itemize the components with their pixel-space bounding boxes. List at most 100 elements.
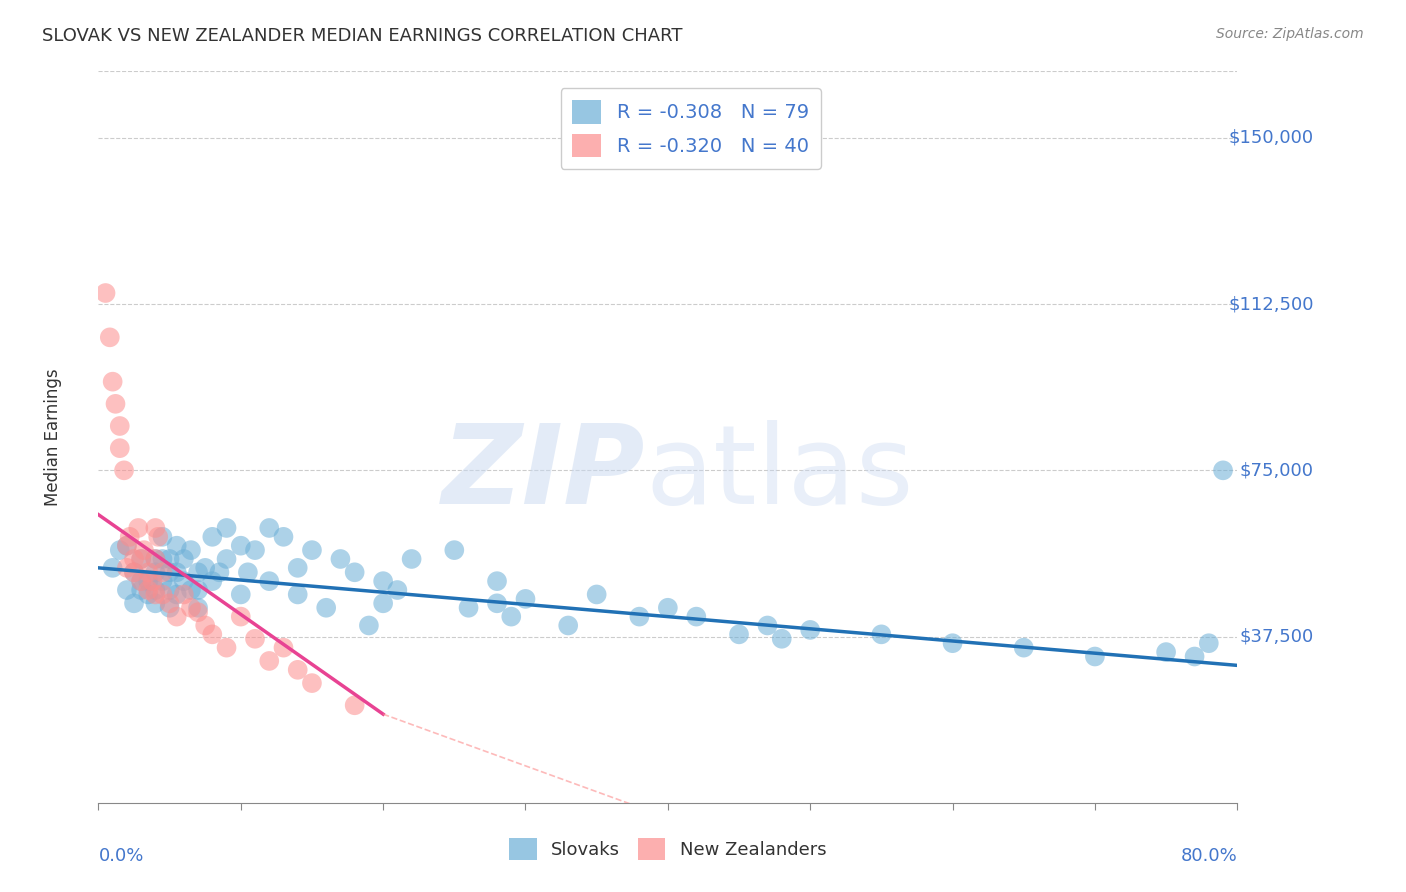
- Point: [180, 582, 202, 597]
- Point: [187, 566, 209, 580]
- Point: [628, 609, 651, 624]
- Point: [98, 330, 121, 344]
- Point: [229, 609, 252, 624]
- Point: [173, 574, 195, 589]
- Point: [486, 574, 509, 589]
- Point: [166, 566, 188, 580]
- Point: [373, 574, 395, 589]
- Point: [215, 640, 238, 655]
- Point: [122, 566, 145, 580]
- Point: [315, 600, 337, 615]
- Text: Median Earnings: Median Earnings: [44, 368, 62, 506]
- Point: [112, 463, 135, 477]
- Point: [136, 566, 159, 580]
- Point: [136, 587, 159, 601]
- Point: [343, 566, 366, 580]
- Point: [287, 663, 309, 677]
- Point: [122, 596, 145, 610]
- Text: SLOVAK VS NEW ZEALANDER MEDIAN EARNINGS CORRELATION CHART: SLOVAK VS NEW ZEALANDER MEDIAN EARNINGS …: [42, 27, 683, 45]
- Point: [152, 566, 174, 580]
- Point: [166, 609, 188, 624]
- Point: [387, 582, 409, 597]
- Point: [229, 587, 252, 601]
- Point: [501, 609, 523, 624]
- Point: [187, 605, 209, 619]
- Point: [215, 521, 238, 535]
- Point: [401, 552, 423, 566]
- Point: [329, 552, 352, 566]
- Point: [94, 285, 117, 300]
- Point: [870, 627, 893, 641]
- Point: [180, 543, 202, 558]
- Point: [194, 618, 217, 632]
- Text: atlas: atlas: [645, 420, 914, 527]
- Point: [108, 419, 131, 434]
- Point: [243, 543, 266, 558]
- Point: [756, 618, 779, 632]
- Point: [122, 552, 145, 566]
- Point: [145, 596, 167, 610]
- Point: [104, 397, 127, 411]
- Point: [259, 521, 281, 535]
- Text: $150,000: $150,000: [1229, 128, 1313, 147]
- Point: [259, 654, 281, 668]
- Point: [145, 587, 167, 601]
- Text: Source: ZipAtlas.com: Source: ZipAtlas.com: [1216, 27, 1364, 41]
- Point: [515, 591, 537, 606]
- Point: [201, 574, 224, 589]
- Point: [108, 441, 131, 455]
- Point: [585, 587, 607, 601]
- Point: [141, 574, 163, 589]
- Point: [770, 632, 793, 646]
- Point: [132, 543, 155, 558]
- Point: [173, 587, 195, 601]
- Legend: Slovaks, New Zealanders: Slovaks, New Zealanders: [502, 830, 834, 867]
- Point: [942, 636, 965, 650]
- Text: $75,000: $75,000: [1240, 461, 1313, 479]
- Point: [457, 600, 479, 615]
- Point: [799, 623, 821, 637]
- Point: [152, 574, 174, 589]
- Point: [1084, 649, 1107, 664]
- Point: [657, 600, 679, 615]
- Text: $112,500: $112,500: [1229, 295, 1313, 313]
- Point: [215, 552, 238, 566]
- Point: [1012, 640, 1035, 655]
- Point: [1212, 463, 1234, 477]
- Point: [685, 609, 707, 624]
- Point: [443, 543, 465, 558]
- Point: [187, 582, 209, 597]
- Point: [101, 561, 124, 575]
- Point: [243, 632, 266, 646]
- Point: [145, 552, 167, 566]
- Point: [127, 521, 149, 535]
- Point: [301, 676, 323, 690]
- Point: [159, 566, 181, 580]
- Point: [159, 552, 181, 566]
- Point: [115, 539, 138, 553]
- Point: [273, 530, 295, 544]
- Point: [129, 574, 152, 589]
- Point: [187, 600, 209, 615]
- Point: [173, 552, 195, 566]
- Point: [194, 561, 217, 575]
- Point: [357, 618, 380, 632]
- Point: [229, 539, 252, 553]
- Point: [201, 627, 224, 641]
- Text: $37,500: $37,500: [1240, 628, 1313, 646]
- Point: [166, 587, 188, 601]
- Point: [152, 552, 174, 566]
- Point: [259, 574, 281, 589]
- Point: [159, 596, 181, 610]
- Point: [1154, 645, 1177, 659]
- Point: [136, 582, 159, 597]
- Point: [129, 582, 152, 597]
- Point: [236, 566, 259, 580]
- Point: [287, 587, 309, 601]
- Point: [129, 552, 152, 566]
- Point: [166, 539, 188, 553]
- Point: [287, 561, 309, 575]
- Point: [101, 375, 124, 389]
- Point: [136, 574, 159, 589]
- Point: [159, 600, 181, 615]
